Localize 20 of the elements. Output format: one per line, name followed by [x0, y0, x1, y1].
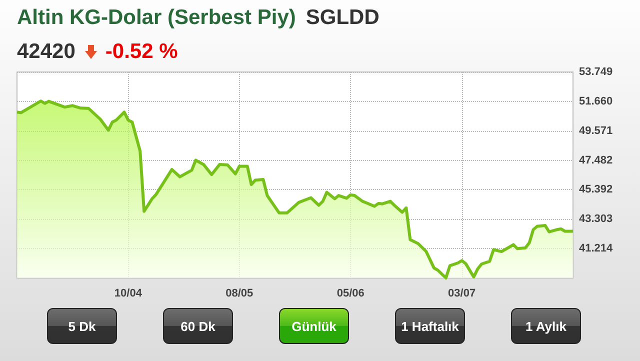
chart-subtitle: SGLDD: [306, 6, 380, 29]
text: Günlük: [279, 308, 349, 344]
text: 60 Dk: [163, 308, 233, 344]
text: 5 Dk: [47, 308, 117, 344]
text: -0.52 %: [105, 40, 178, 64]
y-tick-label: 45.392: [579, 184, 613, 196]
x-tick-label: 08/05: [226, 288, 254, 300]
y-tick-label: 51.660: [579, 95, 613, 108]
y-tick-label: 41.214: [579, 242, 614, 255]
y-tick-label: 43.303: [579, 213, 613, 226]
x-tick-label: 05/06: [336, 288, 364, 300]
y-tick-label: 49.571: [579, 124, 613, 137]
text: 1 Haftalık: [395, 308, 465, 344]
text: 42420: [17, 40, 76, 64]
x-tick-label: 10/04: [114, 288, 143, 300]
y-tick-label: 53.749: [579, 66, 613, 78]
chart-title: Altin KG-Dolar (Serbest Piy): [17, 6, 296, 29]
x-tick-label: 03/07: [448, 288, 476, 300]
text: 1 Aylık: [511, 308, 581, 344]
y-tick-label: 47.482: [579, 154, 613, 166]
